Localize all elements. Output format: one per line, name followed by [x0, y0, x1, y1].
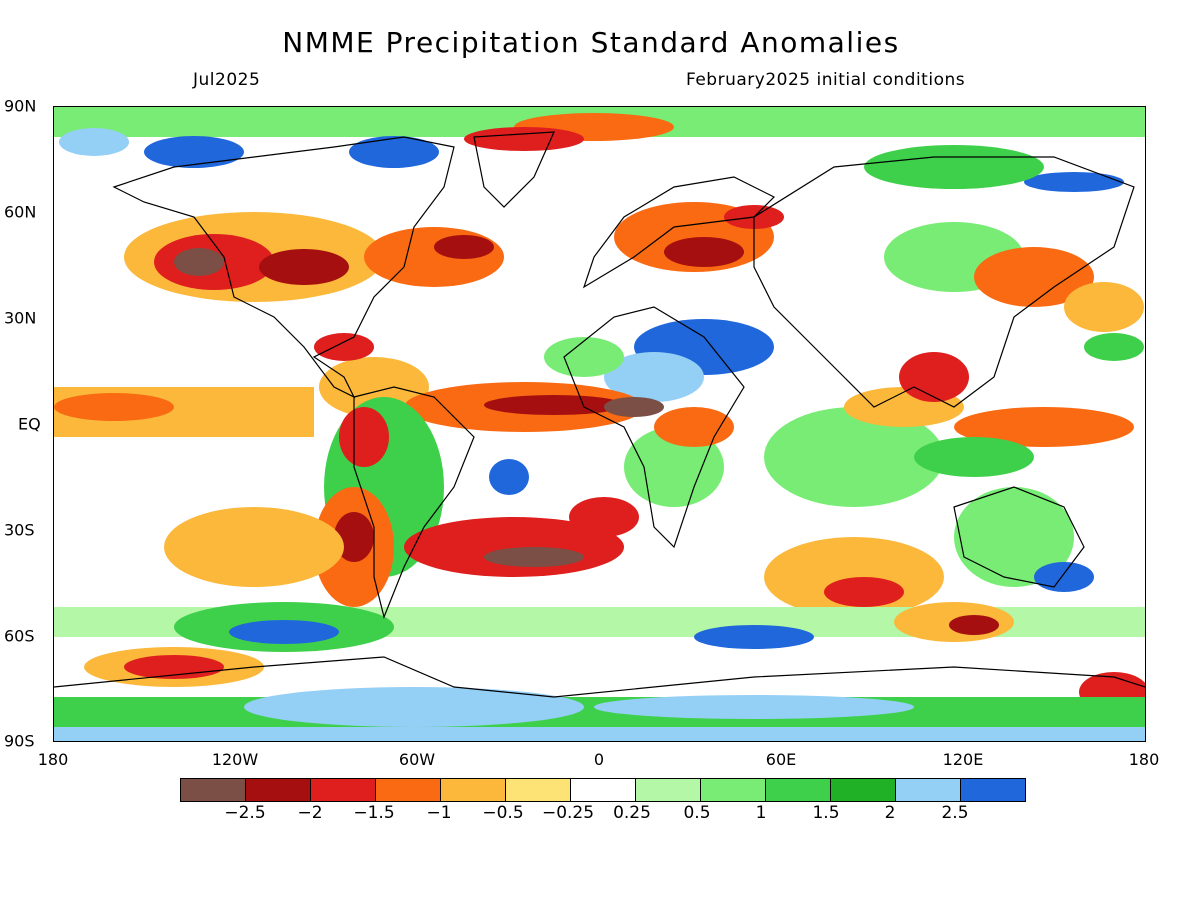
colorbar-tick-label: 1.5 [812, 803, 840, 823]
colorbar-box [181, 779, 246, 801]
colorbar-tick-label: 0.5 [683, 803, 711, 823]
coastlines [54, 131, 1145, 698]
colorbar-box [311, 779, 376, 801]
colorbar-box [571, 779, 636, 801]
colorbar-tick-label: −2 [297, 803, 323, 823]
colorbar-box [831, 779, 896, 801]
colorbar-box [896, 779, 961, 801]
colorbar-box [246, 779, 311, 801]
lat-label-eq: EQ [18, 414, 41, 434]
lon-label-180w: 180 [37, 750, 69, 769]
lon-label-60w: 60W [398, 750, 436, 769]
colorbar-tick-label: −1 [426, 803, 452, 823]
lat-label-90n: 90N [4, 96, 37, 116]
colorbar-box [961, 779, 1025, 801]
colorbar-tick-label: 2.5 [941, 803, 969, 823]
lat-label-60n: 60N [4, 202, 37, 222]
colorbar-box [376, 779, 441, 801]
lon-label-180e: 180 [1128, 750, 1160, 769]
map-title: NMME Precipitation Standard Anomalies [282, 26, 900, 59]
colorbar-tick-label: −1.5 [353, 803, 395, 823]
lon-label-120e: 120E [942, 750, 984, 769]
colorbar-tick-label: 1 [755, 803, 767, 823]
lon-label-120w: 120W [211, 750, 259, 769]
lat-label-90s: 90S [4, 731, 35, 751]
colorbar-tick-label: 0.25 [613, 803, 651, 823]
colorbar-tick-label: −2.5 [224, 803, 266, 823]
colorbar-tick-label: 2 [884, 803, 896, 823]
colorbar-tick-label: −0.5 [482, 803, 524, 823]
lon-label-0: 0 [593, 750, 605, 769]
colorbar [180, 778, 1026, 802]
init-conditions-label: February2025 initial conditions [686, 70, 966, 90]
colorbar-box [766, 779, 831, 801]
anomaly-map [53, 106, 1146, 742]
anomaly-field [54, 107, 1145, 741]
colorbar-tick-label: −0.25 [541, 803, 595, 823]
colorbar-box [636, 779, 701, 801]
valid-month-label: Jul2025 [193, 70, 261, 90]
colorbar-box [441, 779, 506, 801]
lat-label-60s: 60S [4, 626, 35, 646]
lat-label-30n: 30N [4, 308, 37, 328]
lon-label-60e: 60E [765, 750, 797, 769]
colorbar-box [506, 779, 571, 801]
colorbar-box [701, 779, 766, 801]
lat-label-30s: 30S [4, 520, 35, 540]
